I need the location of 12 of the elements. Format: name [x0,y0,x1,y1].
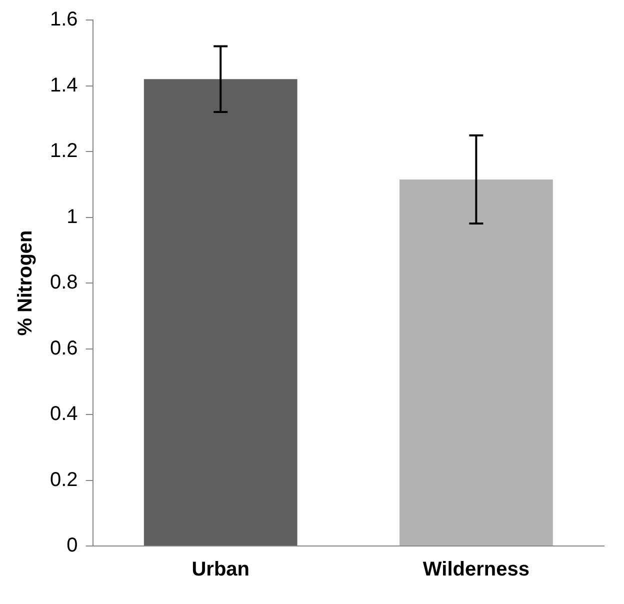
y-tick-label: 1.2 [50,140,78,162]
y-tick-label: 1.6 [50,8,78,31]
y-tick-label: 0.4 [50,403,78,426]
y-tick-label: 0.8 [50,272,78,294]
x-tick-label: Urban [192,558,250,581]
y-axis-title: % Nitrogen [14,230,37,336]
y-tick-label: 0.2 [50,468,78,491]
y-tick-label: 1.4 [50,74,78,96]
x-tick-label: Wilderness [422,558,530,581]
y-tick-label: 1 [66,206,78,228]
y-tick-label: 0 [66,534,78,557]
y-tick-label: 0.6 [50,337,78,360]
